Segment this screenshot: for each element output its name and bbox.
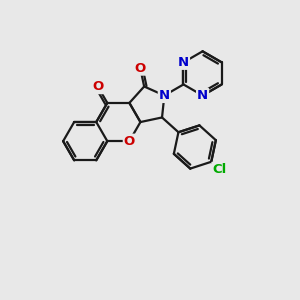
Text: N: N — [197, 89, 208, 102]
Text: N: N — [159, 89, 170, 102]
Text: O: O — [135, 61, 146, 75]
Text: O: O — [124, 135, 135, 148]
Text: O: O — [92, 80, 104, 93]
Text: Cl: Cl — [212, 163, 226, 176]
Text: N: N — [178, 56, 189, 69]
